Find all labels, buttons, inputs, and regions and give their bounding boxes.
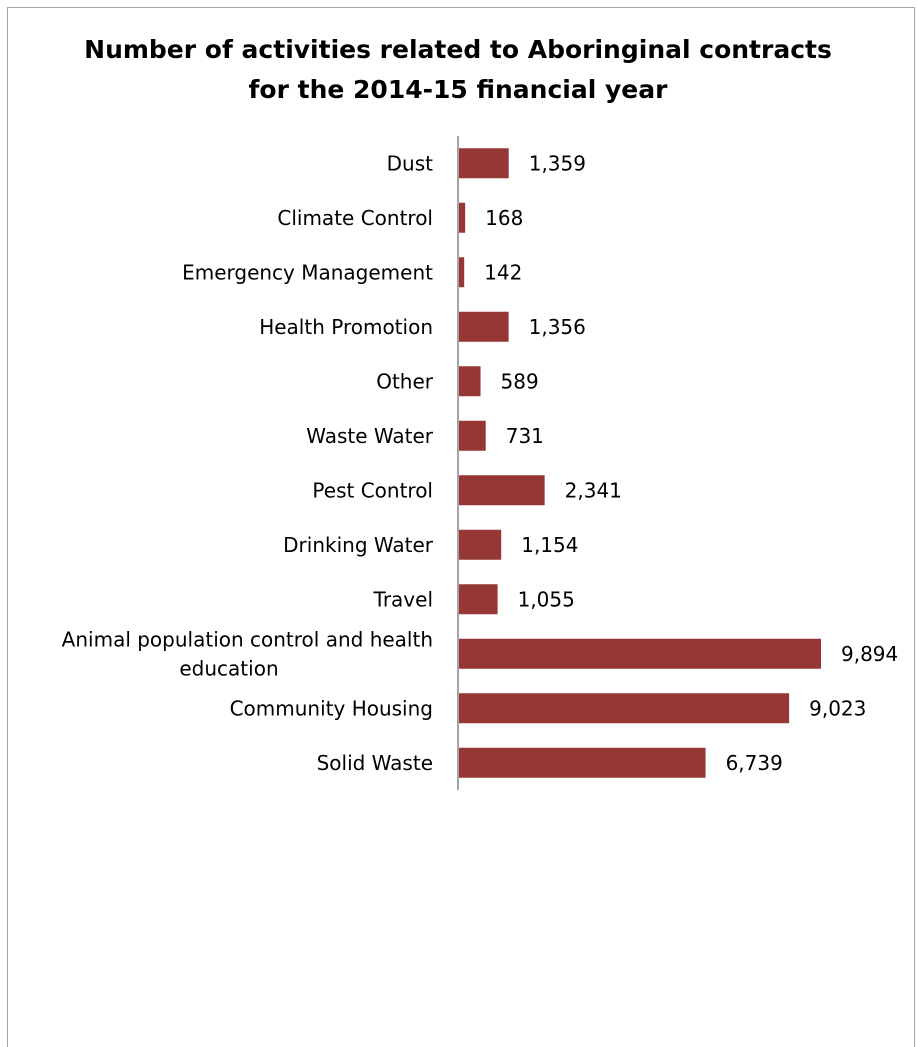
- category-label: Other: [376, 369, 434, 393]
- bar: [459, 257, 465, 288]
- bar: [459, 638, 821, 669]
- category-label: Pest Control: [312, 478, 433, 502]
- category-label: Solid Waste: [317, 751, 433, 775]
- category-label: Health Promotion: [259, 315, 433, 339]
- data-label: 589: [501, 369, 539, 393]
- data-label: 1,356: [529, 315, 586, 339]
- bars: [459, 148, 821, 778]
- data-label: 9,894: [841, 642, 898, 666]
- bar: [459, 747, 706, 778]
- data-label: 6,739: [726, 751, 783, 775]
- data-label: 142: [484, 260, 522, 284]
- data-label: 731: [506, 424, 544, 448]
- chart-title-line-1: Number of activities related to Aboringi…: [84, 35, 832, 64]
- chart-title-line-2: for the 2014-15 financial year: [249, 75, 669, 104]
- category-labels: Dust Climate Control Emergency Management H…: [62, 151, 434, 775]
- category-label: Climate Control: [277, 206, 433, 230]
- data-label: 1,055: [518, 587, 575, 611]
- category-label: Dust: [387, 151, 433, 175]
- category-label: education: [179, 656, 278, 680]
- data-label: 1,154: [521, 533, 578, 557]
- data-label: 9,023: [809, 696, 866, 720]
- bar: [459, 366, 481, 397]
- data-label: 2,341: [565, 478, 622, 502]
- data-labels: 1,359 168 142 1,356 589 731 2,341 1,154 1,055 9,8…: [484, 151, 898, 775]
- bar: [459, 693, 790, 724]
- data-label: 168: [485, 206, 523, 230]
- category-label: Waste Water: [306, 424, 434, 448]
- bar: [459, 420, 486, 451]
- category-label: Emergency Management: [182, 260, 433, 284]
- bar: [459, 202, 466, 233]
- bar: [459, 148, 509, 179]
- category-label: Animal population control and health: [62, 627, 433, 651]
- data-label: 1,359: [529, 151, 586, 175]
- category-label: Drinking Water: [283, 533, 434, 557]
- bar: [459, 529, 502, 560]
- chart-frame: [7, 7, 915, 1047]
- chart-title: Number of activities related to Aboringi…: [84, 35, 832, 104]
- category-label: Community Housing: [230, 696, 433, 720]
- bar: [459, 311, 509, 342]
- bar: [459, 475, 545, 506]
- bar: [459, 584, 498, 615]
- category-label: Travel: [373, 587, 433, 611]
